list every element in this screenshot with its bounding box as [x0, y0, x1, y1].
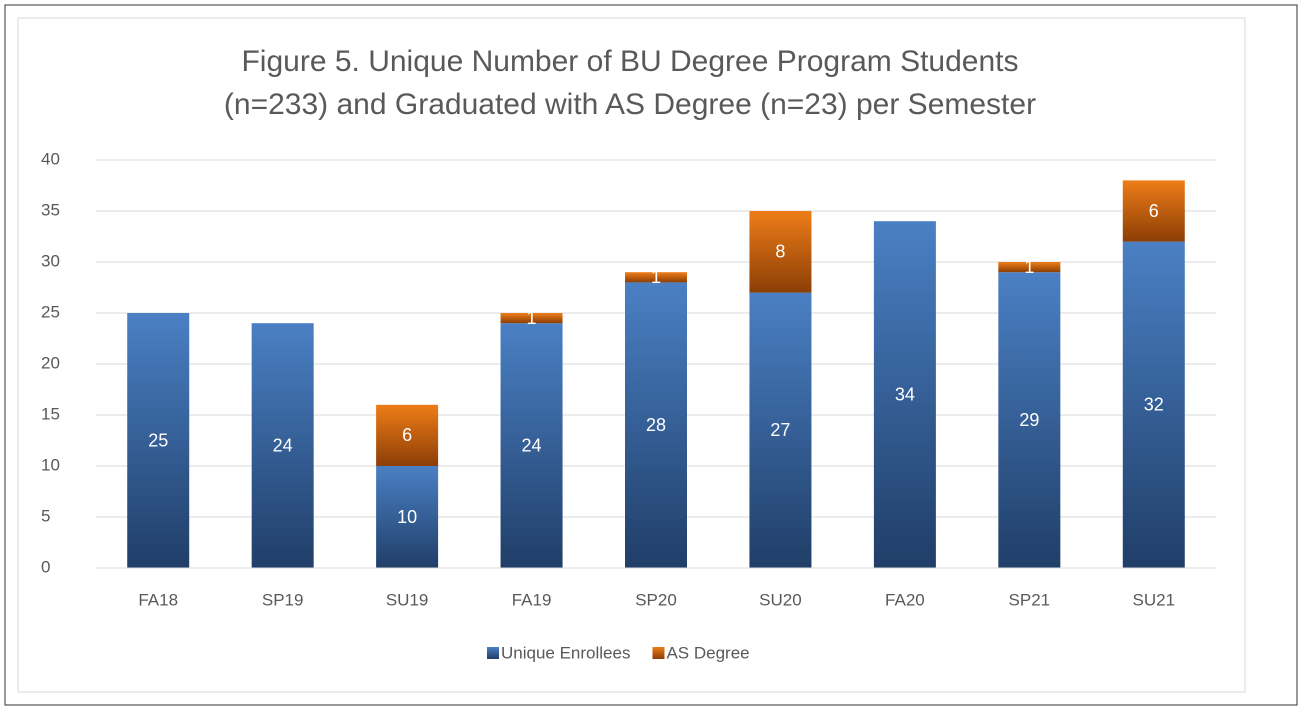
y-tick-label: 25	[41, 302, 60, 321]
x-tick-label: SU19	[386, 590, 429, 609]
legend-swatch	[652, 647, 665, 659]
bar-segment	[998, 262, 1061, 273]
data-label: 8	[775, 242, 785, 262]
chart-title: (n=233) and Graduated with AS Degree (n=…	[224, 88, 1036, 121]
y-tick-label: 30	[41, 251, 60, 270]
x-tick-label: SP20	[635, 590, 677, 609]
data-label: 24	[522, 435, 542, 455]
x-tick-label: FA18	[138, 590, 178, 609]
chart-title: Figure 5. Unique Number of BU Degree Pro…	[241, 45, 1018, 78]
bar-segment	[625, 282, 687, 568]
x-tick-label: SU21	[1133, 590, 1176, 609]
data-label: 6	[402, 425, 412, 445]
bar-segment	[1122, 241, 1185, 568]
bar-segment	[376, 466, 439, 568]
data-label: 1	[651, 267, 661, 287]
x-tick-label: SP19	[262, 590, 304, 609]
data-label: 10	[397, 507, 417, 527]
data-label: 29	[1019, 410, 1039, 430]
y-tick-label: 15	[41, 404, 60, 423]
y-tick-label: 35	[41, 200, 60, 219]
bar-segment	[1122, 180, 1185, 242]
legend-label: AS Degree	[666, 643, 749, 662]
bar-segment	[376, 404, 439, 466]
x-tick-label: SP21	[1009, 590, 1051, 609]
y-tick-label: 40	[41, 149, 60, 168]
data-label: 1	[527, 308, 537, 328]
data-label: 6	[1149, 201, 1159, 221]
bar-segment	[500, 323, 563, 568]
y-tick-label: 10	[41, 455, 60, 474]
data-label: 1	[1024, 257, 1034, 277]
data-label: 27	[770, 420, 790, 440]
data-label: 34	[895, 384, 915, 404]
bar-segment	[625, 272, 687, 283]
x-tick-label: FA20	[885, 590, 925, 609]
bar-segment	[998, 272, 1061, 568]
bar-segment	[500, 313, 563, 324]
y-tick-label: 5	[41, 506, 50, 525]
data-label: 25	[148, 430, 168, 450]
x-tick-label: SU20	[759, 590, 802, 609]
data-label: 28	[646, 415, 666, 435]
bar-segment	[749, 211, 812, 293]
bar-segment	[251, 323, 314, 568]
x-tick-label: FA19	[512, 590, 552, 609]
legend-swatch	[487, 647, 499, 659]
frame	[4, 4, 1298, 706]
bar-segment	[873, 221, 936, 568]
bar-segment	[127, 313, 190, 568]
y-tick-label: 20	[41, 353, 60, 372]
legend-label: Unique Enrollees	[501, 643, 630, 662]
bar-segment	[749, 292, 812, 568]
y-tick-label: 0	[41, 557, 50, 576]
data-label: 32	[1144, 395, 1164, 415]
data-label: 24	[273, 435, 293, 455]
